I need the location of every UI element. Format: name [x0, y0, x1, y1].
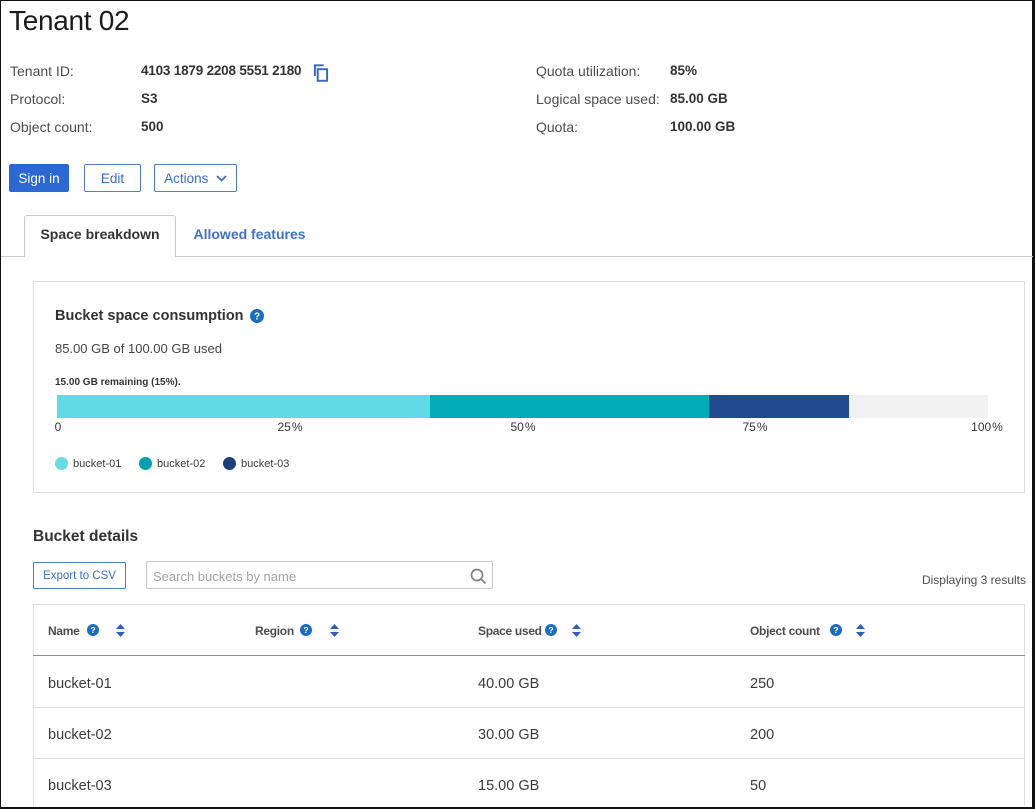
svg-text:?: ? — [548, 625, 553, 635]
svg-text:?: ? — [303, 625, 308, 635]
svg-text:?: ? — [833, 625, 838, 635]
svg-text:?: ? — [254, 312, 260, 323]
svg-text:?: ? — [90, 625, 95, 635]
